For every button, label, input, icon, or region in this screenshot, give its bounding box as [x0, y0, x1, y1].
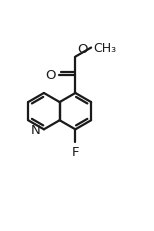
- Text: O: O: [77, 43, 88, 56]
- Text: F: F: [72, 146, 79, 158]
- Text: O: O: [46, 69, 56, 82]
- Text: N: N: [30, 123, 40, 136]
- Text: CH₃: CH₃: [93, 42, 116, 55]
